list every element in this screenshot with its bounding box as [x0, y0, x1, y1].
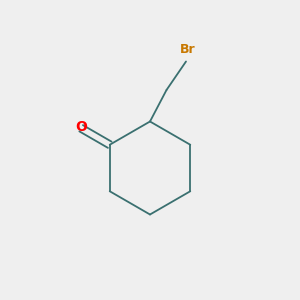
Text: O: O: [75, 120, 87, 134]
Text: Br: Br: [180, 43, 195, 56]
